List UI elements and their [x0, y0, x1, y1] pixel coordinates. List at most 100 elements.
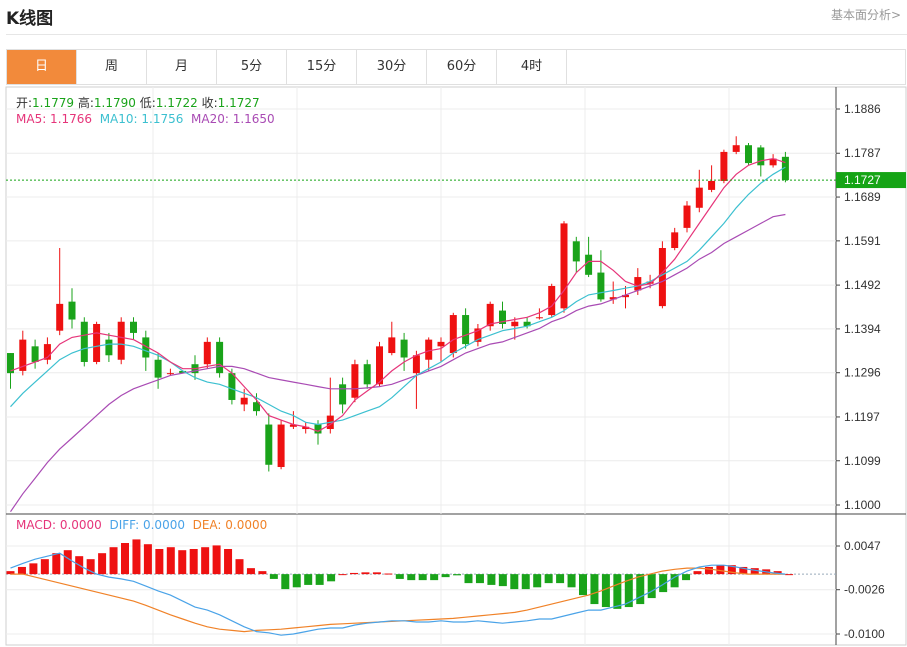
- candle-body: [253, 402, 260, 412]
- candle: [56, 248, 64, 336]
- candle-body: [117, 321, 125, 360]
- candle: [695, 169, 703, 213]
- candle: [671, 227, 679, 251]
- tab-4hour[interactable]: 4时: [497, 50, 567, 84]
- tab-30min[interactable]: 30分: [357, 50, 427, 84]
- macd-bar: [487, 574, 496, 585]
- candle: [499, 301, 506, 329]
- y-tick-label: 1.1197: [844, 410, 880, 424]
- tab-week[interactable]: 周: [77, 50, 147, 84]
- high-label: 高:: [77, 96, 94, 110]
- dea-label: DEA: 0.0000: [192, 518, 268, 532]
- macd-bar: [601, 574, 610, 608]
- candle: [474, 323, 482, 347]
- diff-label: DIFF: 0.0000: [109, 518, 185, 532]
- candle: [572, 236, 580, 273]
- macd-tick-label: -0.0100: [844, 627, 885, 641]
- macd-bar: [556, 574, 565, 584]
- candle-body: [412, 355, 420, 374]
- macd-bar: [350, 572, 358, 575]
- macd-bar: [17, 566, 26, 575]
- macd-bar: [178, 550, 187, 575]
- candle-body: [732, 145, 740, 152]
- macd-bar: [521, 574, 530, 590]
- candle-body: [376, 346, 383, 385]
- candle: [203, 337, 211, 369]
- candle: [462, 308, 470, 349]
- page-title: K线图: [6, 9, 54, 29]
- candle-body: [462, 315, 470, 345]
- macd-bar: [590, 574, 599, 605]
- candle: [43, 337, 51, 365]
- macd-bar: [109, 547, 118, 575]
- macd-bar: [395, 574, 404, 579]
- macd-label: MACD: 0.0000: [16, 518, 102, 532]
- candle-body: [474, 328, 482, 342]
- low-value: 1.1722: [155, 96, 198, 110]
- tab-day[interactable]: 日: [7, 50, 77, 84]
- macd-bar: [63, 550, 72, 575]
- macd-bar: [739, 566, 748, 575]
- macd-bar: [189, 548, 198, 575]
- candle: [265, 413, 273, 472]
- candle: [622, 285, 629, 309]
- candle-body: [437, 341, 445, 347]
- candle: [425, 337, 433, 371]
- macd-bar: [121, 543, 129, 575]
- candle-body: [228, 373, 236, 400]
- candle-body: [179, 370, 187, 374]
- candle-body: [683, 205, 691, 228]
- macd-bar: [281, 574, 290, 590]
- candle: [166, 368, 174, 376]
- macd-bar: [98, 553, 107, 575]
- macd-bar: [716, 565, 725, 575]
- candle-body: [486, 303, 494, 327]
- macd-bar: [166, 547, 175, 575]
- current-price-label: 1.1727: [844, 173, 881, 187]
- candle: [351, 359, 359, 403]
- candle-body: [757, 147, 765, 166]
- candle: [769, 154, 777, 168]
- ma5-label: MA5: 1.1766: [16, 112, 93, 126]
- candle-body: [548, 285, 556, 316]
- open-label: 开:: [16, 96, 33, 110]
- tab-15min[interactable]: 15分: [287, 50, 357, 84]
- open-value: 1.1779: [32, 96, 75, 110]
- y-tick-label: 1.1000: [844, 498, 881, 512]
- candle-body: [781, 156, 789, 181]
- candle: [277, 420, 285, 470]
- macd-bar: [579, 574, 587, 596]
- candle: [216, 337, 224, 378]
- macd-bar: [624, 574, 633, 608]
- candle-body: [609, 297, 617, 300]
- candle-body: [7, 353, 14, 374]
- candle: [117, 317, 125, 365]
- y-tick-label: 1.1787: [844, 146, 881, 160]
- candle: [302, 422, 310, 434]
- tab-5min[interactable]: 5分: [217, 50, 287, 84]
- macd-bar: [453, 574, 462, 576]
- macd-bar: [704, 566, 713, 575]
- macd-bar: [258, 571, 267, 575]
- tab-month[interactable]: 月: [147, 50, 217, 84]
- macd-bar: [727, 565, 736, 575]
- candle-body: [240, 397, 248, 405]
- low-label: 低:: [139, 96, 156, 110]
- candle: [597, 250, 605, 302]
- y-tick-label: 1.1099: [844, 454, 881, 468]
- candle: [7, 353, 14, 389]
- ma20-line: [10, 213, 786, 513]
- tab-60min[interactable]: 60分: [427, 50, 497, 84]
- candle: [93, 321, 101, 365]
- macd-bar: [682, 574, 691, 581]
- candle-body: [425, 339, 433, 360]
- macd-bar: [418, 574, 427, 581]
- macd-bar: [372, 572, 381, 575]
- candle-body: [130, 321, 137, 333]
- candle: [412, 350, 420, 409]
- candle-body: [31, 346, 39, 362]
- y-tick-label: 1.1689: [844, 190, 881, 204]
- fundamental-analysis-link[interactable]: 基本面分析>: [830, 8, 901, 22]
- candle-body: [142, 337, 150, 358]
